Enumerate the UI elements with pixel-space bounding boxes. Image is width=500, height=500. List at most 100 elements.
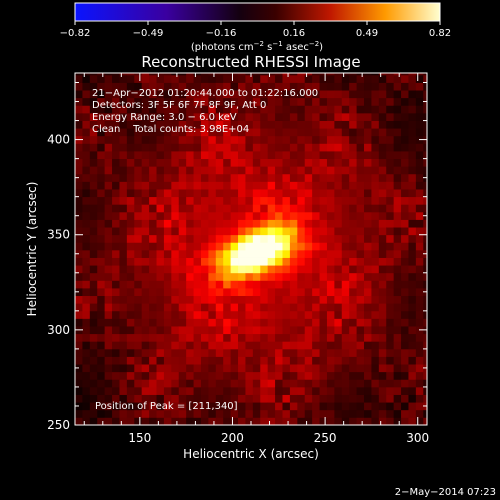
heatmap-cell (408, 143, 417, 152)
heatmap-cell (423, 371, 427, 380)
heatmap-cell (186, 364, 194, 373)
heatmap-cell (371, 151, 380, 160)
heatmap-cell (186, 151, 194, 160)
heatmap-cell (408, 211, 417, 220)
heatmap-cell (289, 82, 298, 91)
heatmap-cell (297, 249, 306, 258)
heatmap-cell (238, 356, 246, 365)
heatmap-cell (104, 242, 113, 251)
heatmap-cell (267, 166, 276, 175)
heatmap-cell (149, 409, 157, 418)
heatmap-cell (163, 135, 172, 144)
heatmap-cell (282, 219, 291, 228)
heatmap-cell (275, 90, 283, 99)
heatmap-cell (282, 105, 291, 114)
heatmap-cell (141, 82, 150, 91)
heatmap-cell (141, 173, 150, 182)
heatmap-cell (245, 402, 254, 411)
heatmap-cell (112, 105, 120, 114)
heatmap-cell (141, 158, 150, 167)
heatmap-cell (356, 310, 365, 319)
heatmap-cell (238, 97, 246, 106)
heatmap-cell (334, 189, 343, 198)
heatmap-cell (134, 303, 143, 312)
heatmap-cell (267, 82, 276, 91)
heatmap-cell (208, 280, 217, 289)
heatmap-cell (156, 166, 165, 175)
heatmap-cell (186, 348, 194, 357)
heatmap-cell (126, 151, 135, 160)
heatmap-cell (349, 219, 357, 228)
heatmap-cell (297, 417, 306, 425)
heatmap-cell (82, 73, 91, 76)
heatmap-cell (386, 386, 395, 395)
heatmap-cell (371, 356, 380, 365)
heatmap-cell (193, 112, 202, 121)
heatmap-cell (275, 112, 283, 121)
heatmap-cell (104, 219, 113, 228)
heatmap-cell (260, 379, 269, 388)
heatmap-cell (112, 227, 120, 236)
heatmap-cell (208, 151, 217, 160)
heatmap-cell (112, 379, 120, 388)
heatmap-cell (89, 249, 98, 258)
heatmap-cell (223, 318, 232, 327)
heatmap-cell (245, 356, 254, 365)
heatmap-cell (223, 394, 232, 403)
heatmap-cell (304, 128, 313, 137)
heatmap-cell (134, 371, 143, 380)
heatmap-cell (252, 196, 261, 205)
annotation-clean: Clean Total counts: 3.98E+04 (92, 124, 249, 135)
heatmap-cell (341, 364, 350, 373)
heatmap-cell (393, 219, 402, 228)
heatmap-cell (267, 173, 276, 182)
heatmap-cell (334, 135, 343, 144)
heatmap-cell (97, 196, 106, 205)
heatmap-cell (319, 189, 328, 198)
heatmap-cell (386, 333, 395, 342)
heatmap-cell (415, 386, 424, 395)
heatmap-cell (178, 204, 187, 213)
heatmap-cell (112, 288, 120, 297)
heatmap-cell (230, 295, 239, 304)
heatmap-cell (408, 379, 417, 388)
heatmap-cell (401, 295, 409, 304)
colorbar-tick-label: −0.82 (60, 28, 91, 39)
heatmap-cell (371, 333, 380, 342)
heatmap-cell (423, 303, 427, 312)
heatmap-cell (312, 90, 320, 99)
heatmap-cell (408, 73, 417, 76)
heatmap-cell (356, 135, 365, 144)
heatmap-cell (89, 219, 98, 228)
heatmap-cell (289, 135, 298, 144)
heatmap-cell (312, 151, 320, 160)
heatmap-cell (89, 211, 98, 220)
heatmap-cell (334, 82, 343, 91)
heatmap-cell (304, 74, 313, 83)
heatmap-cell (267, 181, 276, 190)
heatmap-cell (193, 341, 202, 350)
colorbar-tick-label: 0.49 (356, 28, 378, 39)
heatmap-cell (97, 242, 106, 251)
heatmap-cell (341, 97, 350, 106)
heatmap-cell (371, 82, 380, 91)
heatmap-cell (245, 105, 254, 114)
heatmap-cell (275, 181, 283, 190)
heatmap-cell (312, 402, 320, 411)
heatmap-cell (215, 265, 224, 274)
heatmap-cell (186, 234, 194, 243)
heatmap-cell (378, 242, 387, 251)
heatmap-cell (423, 242, 427, 251)
heatmap-cell (252, 303, 261, 312)
heatmap-cell (334, 409, 343, 418)
heatmap-cell (149, 371, 157, 380)
heatmap-cell (238, 112, 246, 121)
heatmap-cell (245, 295, 254, 304)
heatmap-cell (319, 318, 328, 327)
heatmap-cell (319, 348, 328, 357)
heatmap-cell (245, 272, 254, 281)
heatmap-cell (141, 219, 150, 228)
heatmap-cell (215, 364, 224, 373)
heatmap-cell (341, 227, 350, 236)
heatmap-cell (82, 82, 91, 91)
